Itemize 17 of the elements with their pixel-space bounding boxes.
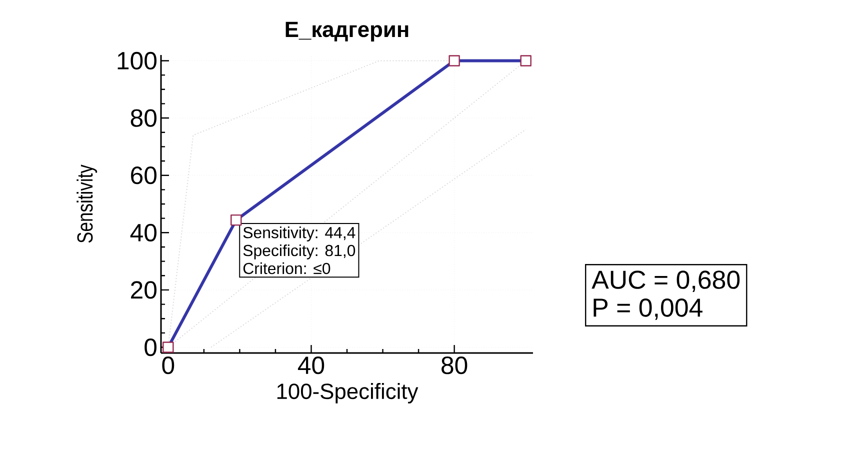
x-tick-label: 40 — [298, 356, 324, 374]
chart-title: Е_кадгерин — [286, 22, 408, 42]
y-tick-label: 60 — [131, 166, 156, 184]
x-tick-label: 0 — [162, 356, 174, 374]
x-axis-title: 100-Specificity — [277, 382, 418, 404]
x-tick-label: 80 — [442, 356, 468, 374]
annotation: Specificity: 81,0 — [243, 244, 356, 260]
text: AUC = 0,680 — [592, 270, 740, 292]
annotation: Criterion: ≤0 — [243, 262, 330, 274]
y-tick-label: 100 — [118, 52, 156, 70]
y-tick-label: 80 — [130, 109, 156, 127]
y-tick-label: 40 — [130, 224, 156, 242]
y-axis-title: Sensitivity — [76, 164, 98, 243]
text: P = 0,004 — [594, 298, 702, 320]
y-tick-label: 20 — [131, 281, 156, 299]
annotation: Sensitivity: 44,4 — [243, 226, 356, 242]
y-tick-label: 0 — [144, 338, 157, 356]
